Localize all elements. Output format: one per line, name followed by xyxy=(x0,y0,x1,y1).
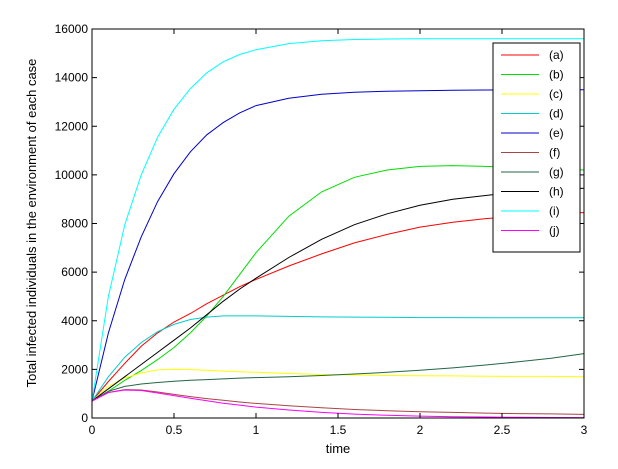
series-line-9 xyxy=(91,38,584,402)
series-layer xyxy=(91,38,585,419)
y-tick-label: 12000 xyxy=(55,119,89,133)
legend-label: (d) xyxy=(549,107,564,121)
y-tick-label: 0 xyxy=(81,411,88,425)
legend-label: (c) xyxy=(549,87,563,101)
legend-label: (j) xyxy=(549,224,560,238)
series-line-6 xyxy=(91,389,585,415)
legend-label: (e) xyxy=(549,126,564,140)
y-tick-label: 2000 xyxy=(61,362,88,376)
series-line-7 xyxy=(91,353,585,402)
series-line-3 xyxy=(91,368,585,402)
y-tick-label: 4000 xyxy=(61,314,88,328)
x-tick-label: 1 xyxy=(253,423,260,437)
legend-label: (f) xyxy=(549,146,560,160)
series-line-8 xyxy=(91,187,585,402)
legend-label: (h) xyxy=(549,185,564,199)
tick-layer: 0 0.5 1 1.5 2 2.5 3 0 2000 4000 6000 8000 10000 12000… xyxy=(55,22,588,437)
y-tick-label: 6000 xyxy=(61,265,88,279)
x-tick-label: 0.5 xyxy=(166,423,183,437)
y-tick-label: 8000 xyxy=(61,217,88,231)
legend-label: (a) xyxy=(549,48,564,62)
x-tick-label: 2 xyxy=(417,423,424,437)
legend-label: (b) xyxy=(549,68,564,82)
x-axis-title: time xyxy=(326,441,351,456)
legend-label: (g) xyxy=(549,165,564,179)
y-axis-title: Total infected individuals in the enviro… xyxy=(24,59,39,388)
x-tick-label: 1.5 xyxy=(330,423,347,437)
series-line-4 xyxy=(91,315,584,402)
legend: (a) (b) (c) (d) (e) (f) (g) (h) (i) (j) xyxy=(492,42,581,253)
y-tick-label: 14000 xyxy=(55,71,89,85)
series-line-2 xyxy=(91,165,585,402)
series-line-1 xyxy=(91,212,585,402)
x-tick-label: 3 xyxy=(581,423,588,437)
legend-box xyxy=(492,42,581,253)
series-line-10 xyxy=(91,389,585,419)
x-tick-label: 2.5 xyxy=(494,423,511,437)
y-tick-label: 10000 xyxy=(55,168,89,182)
x-tick-label: 0 xyxy=(89,423,96,437)
y-tick-label: 16000 xyxy=(55,22,89,36)
legend-label: (i) xyxy=(549,204,560,218)
series-line-5 xyxy=(91,89,584,402)
